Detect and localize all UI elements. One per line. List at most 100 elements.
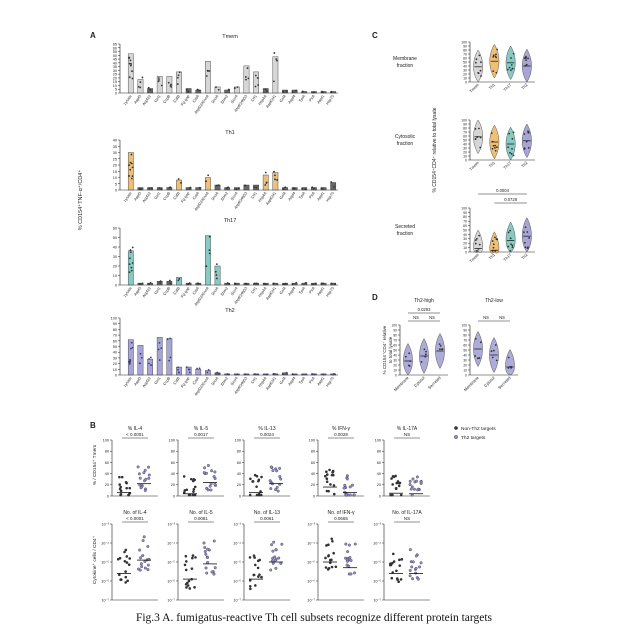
data-point xyxy=(186,581,189,585)
data-point xyxy=(207,369,210,371)
data-point xyxy=(139,352,142,355)
y-tick-label: 10⁻⁵ xyxy=(373,560,381,564)
bar xyxy=(127,152,134,191)
data-point xyxy=(203,466,207,470)
x-tick-label: PsA xyxy=(308,191,316,199)
data-point xyxy=(264,283,267,286)
data-point xyxy=(527,57,529,60)
data-point xyxy=(191,554,195,557)
panel-b-chart-1: % IL-50.0017 100 80 60 40 20 0 xyxy=(169,426,224,498)
data-point xyxy=(525,59,527,62)
data-point xyxy=(322,373,325,376)
data-point xyxy=(346,550,350,554)
data-point xyxy=(495,53,497,56)
x-tick-label: Secreted xyxy=(427,375,442,390)
data-point xyxy=(353,571,356,575)
y-tick-label: 30 xyxy=(463,237,467,241)
data-point xyxy=(139,86,142,89)
data-point xyxy=(511,147,513,150)
x-tick-label: Gel4 xyxy=(279,286,287,295)
bar xyxy=(214,265,221,286)
panel-letter-b: B xyxy=(90,421,96,430)
data-point xyxy=(127,563,131,567)
y-tick-label: 10⁻⁵ xyxy=(307,560,315,564)
x-tick-label: TpiA xyxy=(298,376,306,385)
y-tick-label: 30 xyxy=(113,69,117,73)
data-point xyxy=(408,352,411,355)
data-point xyxy=(271,556,275,560)
legend-label: Non-Th2 targets xyxy=(461,426,496,432)
data-point xyxy=(169,356,172,359)
data-point xyxy=(301,373,304,376)
data-point xyxy=(410,485,414,489)
data-point xyxy=(494,149,497,152)
y-tick-label: 80 xyxy=(463,215,467,219)
data-point xyxy=(205,265,208,268)
data-point xyxy=(353,542,357,546)
y-tick-label: 20 xyxy=(463,72,467,76)
data-point xyxy=(510,152,513,155)
data-point xyxy=(148,358,150,360)
data-point xyxy=(525,63,528,66)
data-point xyxy=(235,188,238,191)
p-value: NS xyxy=(404,516,410,521)
data-point xyxy=(167,81,170,84)
y-tick-label: 0 xyxy=(379,494,381,498)
x-tick-label: SnoA xyxy=(211,191,220,201)
data-point xyxy=(510,64,513,66)
y-tick-label: 0 xyxy=(115,374,117,378)
y-tick-label: 40 xyxy=(463,233,467,237)
data-point xyxy=(273,558,277,562)
data-point xyxy=(185,488,189,492)
data-point xyxy=(325,473,329,476)
data-point xyxy=(207,174,210,177)
y-tick-label: 70 xyxy=(463,220,467,224)
data-point xyxy=(348,485,352,489)
data-point xyxy=(511,67,514,70)
x-tick-label: Shm2 xyxy=(220,376,229,386)
data-point xyxy=(510,57,512,59)
y-tick-label: 10 xyxy=(463,154,467,158)
data-point xyxy=(157,80,160,83)
x-tick-label: Lysate xyxy=(123,191,133,202)
y-tick-label: 35 xyxy=(113,145,117,149)
y-tick-label: 60 xyxy=(311,461,315,465)
data-point xyxy=(125,555,129,558)
data-point xyxy=(208,252,211,255)
x-tick-label: Hsp70 xyxy=(325,94,335,105)
data-point xyxy=(257,493,261,497)
data-point xyxy=(276,489,280,493)
data-point xyxy=(260,475,263,479)
y-tick-label: 0 xyxy=(465,158,467,162)
data-point xyxy=(527,147,530,149)
bar xyxy=(205,177,211,191)
p-value: 0.0081 xyxy=(194,516,208,521)
data-point xyxy=(390,477,393,480)
data-point xyxy=(188,493,192,497)
y-tick-label: 0 xyxy=(115,284,117,288)
data-point xyxy=(143,468,147,472)
x-tick-label: Gel1 xyxy=(154,376,162,385)
data-point xyxy=(205,571,209,575)
data-point xyxy=(235,373,238,376)
data-point xyxy=(196,282,199,285)
y-tick-label: 60 xyxy=(463,343,467,347)
data-point xyxy=(128,164,131,167)
data-point xyxy=(129,249,132,251)
data-point xyxy=(215,263,218,266)
data-point xyxy=(129,358,131,361)
violin xyxy=(473,49,483,83)
y-tick-label: 0 xyxy=(107,494,109,498)
bar xyxy=(233,282,240,286)
data-point xyxy=(227,88,230,91)
data-point xyxy=(130,162,133,165)
data-point xyxy=(226,282,229,284)
data-point xyxy=(129,64,132,67)
bar xyxy=(185,187,192,191)
p-value: NS xyxy=(413,315,419,320)
data-point xyxy=(527,130,529,133)
data-point xyxy=(272,282,275,285)
data-point xyxy=(130,266,133,269)
data-point xyxy=(507,146,510,149)
data-point xyxy=(279,477,283,481)
